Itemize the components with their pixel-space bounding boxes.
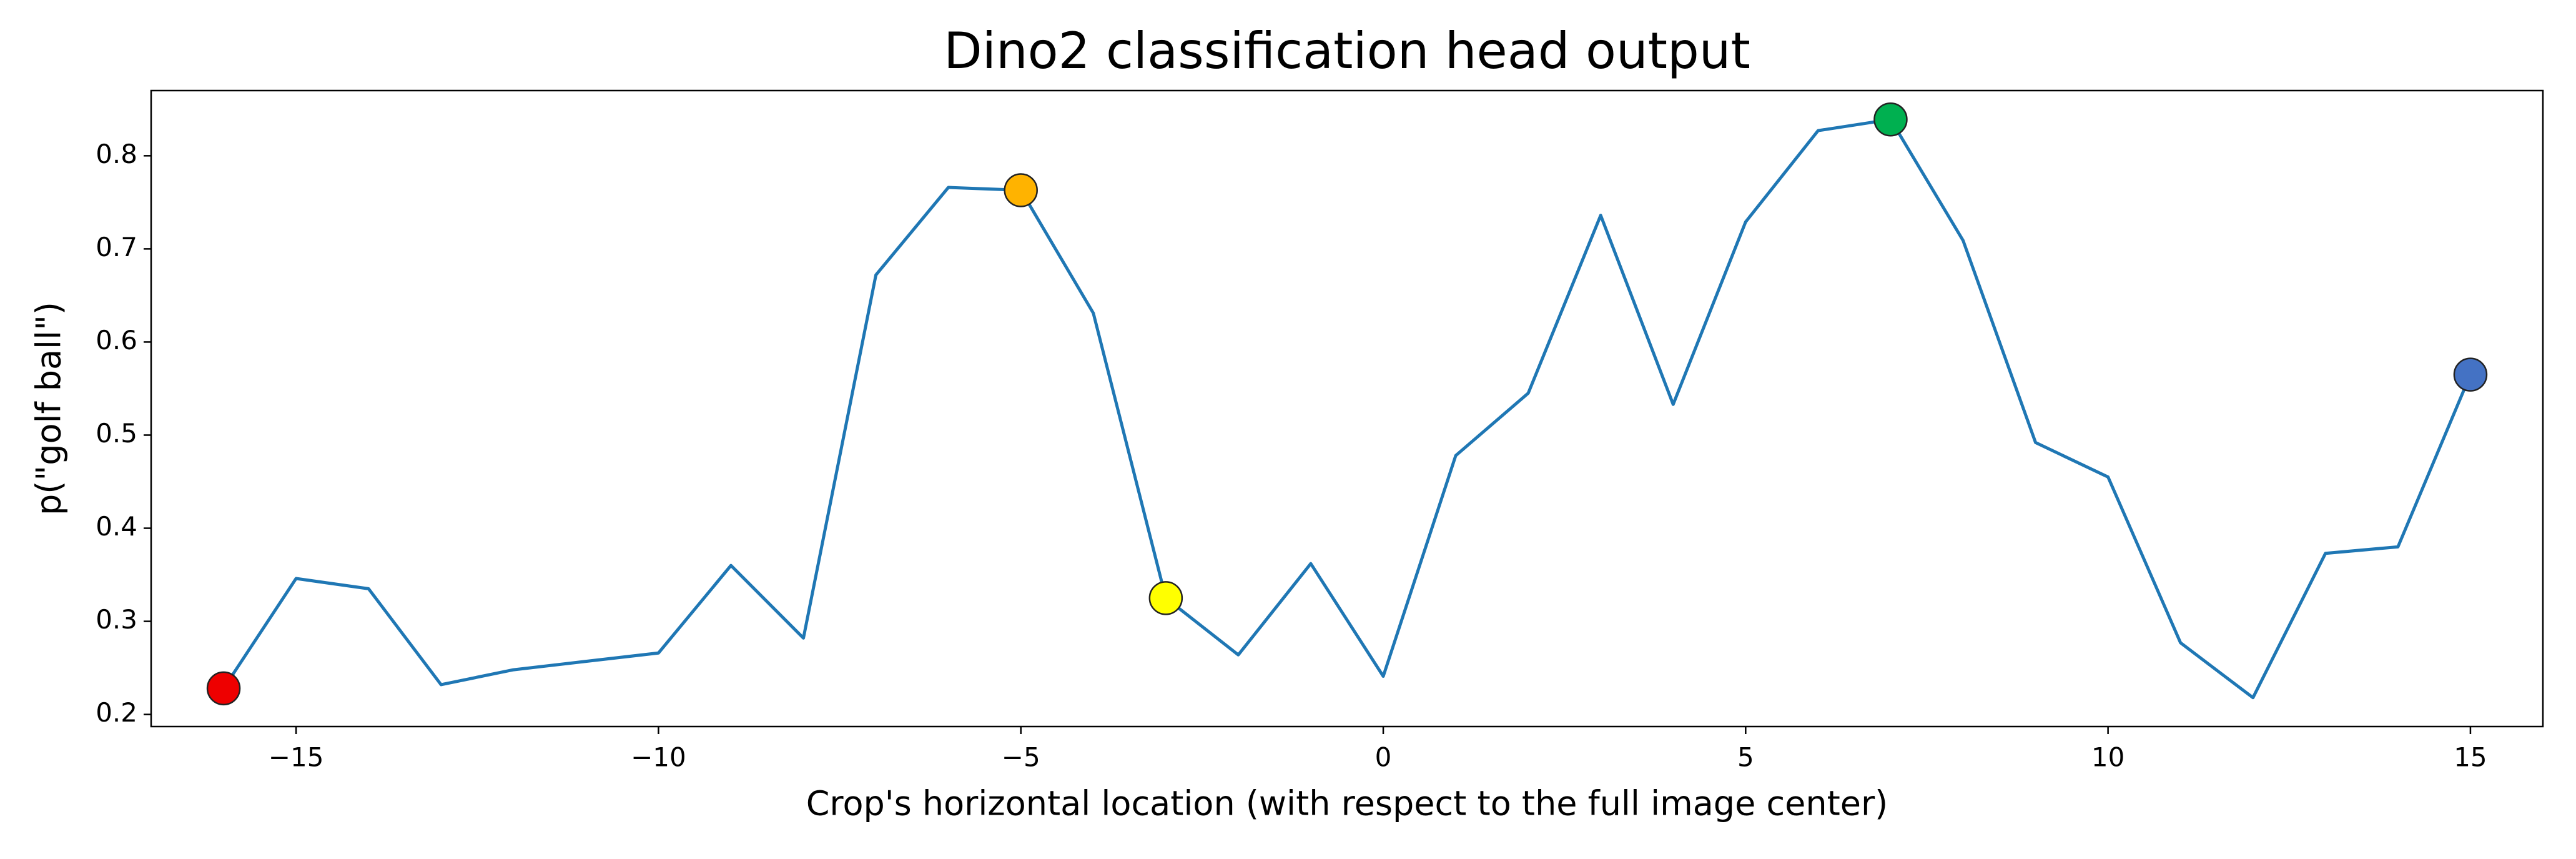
line-series [222,117,2472,700]
plot-frame [150,89,2544,728]
x-tick-label: −10 [631,742,686,773]
y-tick-label: 0.5 [96,418,137,449]
x-tick-label: −5 [1002,742,1040,773]
y-tick-label: 0.7 [96,232,137,262]
y-tick-label: 0.2 [96,697,137,728]
y-tick-label: 0.8 [96,139,137,169]
y-axis-label: p("golf ball") [29,302,69,515]
x-tick-label: −15 [269,742,324,773]
x-tick-label: 15 [2454,742,2487,773]
highlight-marker [2453,357,2488,392]
x-tick-label: 0 [1375,742,1392,773]
x-tick-label: 5 [1737,742,1754,773]
y-tick-label: 0.3 [96,604,137,635]
highlight-marker [1873,102,1908,137]
highlight-marker [1004,173,1038,207]
chart-title: Dino2 classification head output [944,22,1750,80]
x-axis-label: Crop's horizontal location (with respect… [806,784,1888,823]
y-tick-label: 0.4 [96,511,137,542]
x-tick-label: 10 [2091,742,2124,773]
highlight-marker [206,671,241,706]
highlight-marker [1148,581,1183,615]
y-tick-label: 0.6 [96,325,137,355]
